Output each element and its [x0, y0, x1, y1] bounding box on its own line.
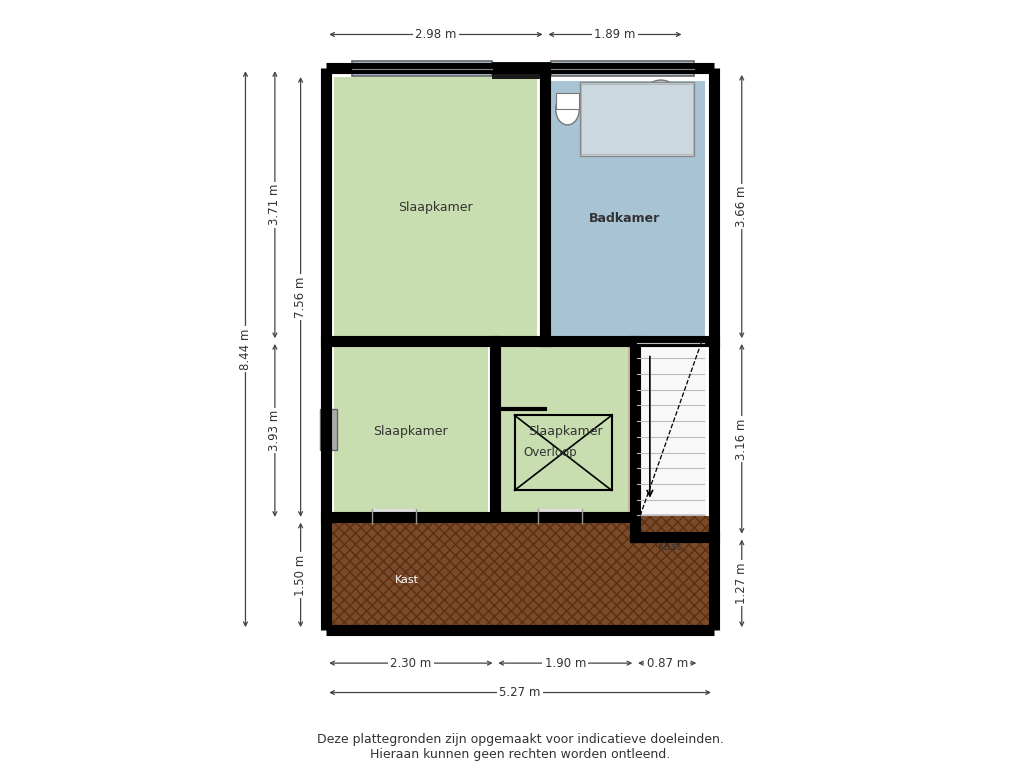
Text: 3.16 m: 3.16 m [735, 419, 749, 459]
Text: Badkamer: Badkamer [589, 212, 659, 225]
Text: 8.44 m: 8.44 m [239, 329, 252, 370]
Text: 1.50 m: 1.50 m [294, 554, 307, 595]
Text: Deze plattegronden zijn opgemaakt voor indicatieve doeleinden.
Hieraan kunnen ge: Deze plattegronden zijn opgemaakt voor i… [316, 733, 724, 761]
Bar [502, 343, 628, 514]
Bar [551, 61, 694, 76]
Bar [635, 343, 707, 514]
Bar [334, 77, 537, 338]
Bar [352, 61, 492, 76]
Bar [582, 84, 692, 154]
Text: 1.89 m: 1.89 m [594, 28, 636, 41]
Ellipse shape [556, 94, 580, 125]
Text: Slaapkamer: Slaapkamer [528, 425, 602, 438]
Text: Kast: Kast [657, 542, 682, 552]
Bar [546, 81, 705, 338]
Bar [556, 93, 580, 110]
Bar [492, 62, 551, 78]
Bar [494, 343, 705, 514]
Text: Overloop: Overloop [524, 445, 578, 458]
Bar [327, 516, 714, 630]
Bar [334, 343, 488, 514]
Circle shape [642, 80, 680, 118]
Text: Kast: Kast [395, 575, 419, 585]
Text: 3.71 m: 3.71 m [268, 184, 282, 225]
Text: 3.66 m: 3.66 m [735, 186, 749, 227]
Text: 1.27 m: 1.27 m [735, 563, 749, 604]
Bar [321, 409, 337, 450]
Bar [635, 514, 707, 537]
Text: 3.93 m: 3.93 m [268, 410, 282, 451]
Text: 7.56 m: 7.56 m [294, 276, 307, 318]
Text: 1.90 m: 1.90 m [545, 657, 586, 670]
Bar [327, 516, 714, 630]
Text: 2.98 m: 2.98 m [415, 28, 457, 41]
Text: 0.87 m: 0.87 m [646, 657, 688, 670]
Bar [372, 508, 416, 524]
Text: Slaapkamer: Slaapkamer [374, 425, 449, 438]
Text: Slaapkamer: Slaapkamer [398, 200, 473, 214]
Bar [538, 508, 583, 524]
Bar [580, 82, 694, 156]
Text: 2.30 m: 2.30 m [390, 657, 431, 670]
Text: 5.27 m: 5.27 m [500, 686, 541, 699]
